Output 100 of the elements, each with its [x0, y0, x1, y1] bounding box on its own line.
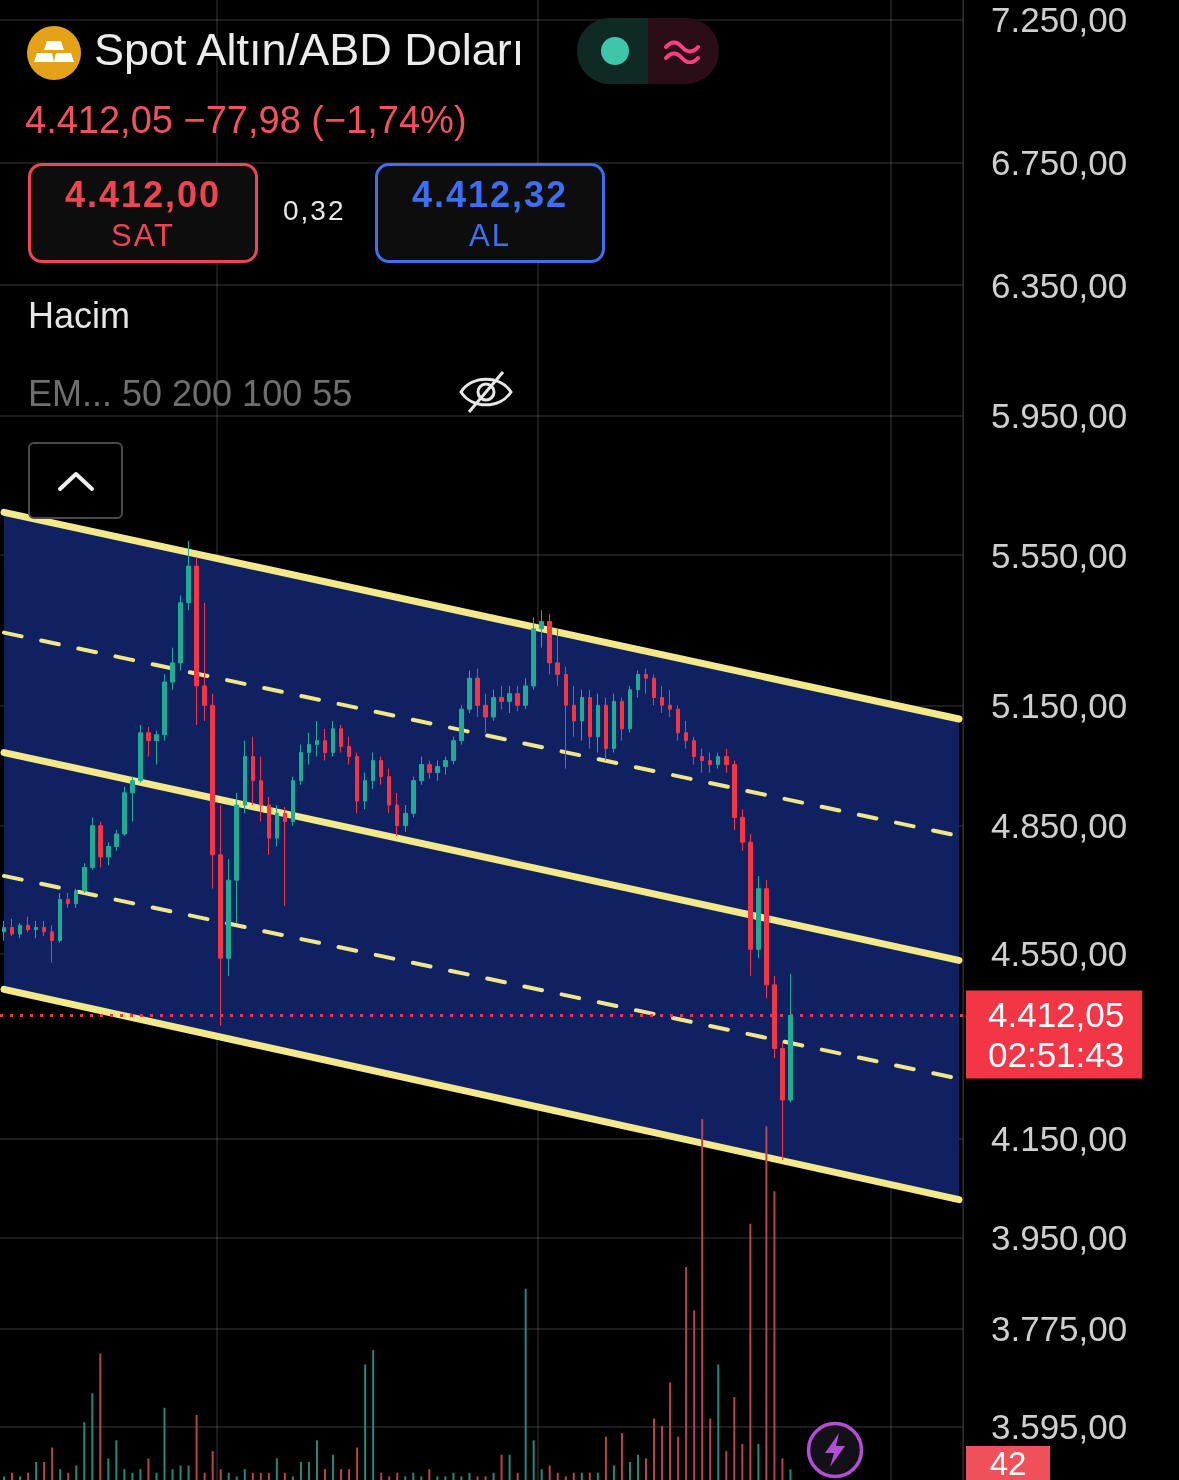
bar [348, 1469, 351, 1480]
bar [283, 1472, 286, 1480]
bar [227, 1472, 230, 1480]
bar [235, 1476, 238, 1480]
bar [484, 1476, 487, 1480]
y-tick-label: 4.550,00 [991, 934, 1128, 974]
bar [701, 1119, 704, 1480]
bar [332, 1454, 335, 1480]
candlestick [251, 736, 255, 806]
candlestick [676, 704, 680, 742]
candlestick [764, 879, 769, 999]
bar [75, 1465, 78, 1480]
bar [299, 1461, 302, 1480]
candlestick [178, 594, 183, 672]
bar [564, 1476, 567, 1480]
candlestick [339, 724, 343, 754]
y-tick-label: 5.950,00 [991, 396, 1128, 436]
candlestick [644, 668, 648, 695]
y-tick-label: 6.350,00 [991, 265, 1128, 305]
candlestick [523, 677, 528, 710]
annotation: 4.412,00 [63, 174, 223, 216]
candlestick [756, 875, 761, 959]
bar [372, 1350, 375, 1480]
candlestick [58, 892, 62, 944]
bar [412, 1472, 415, 1480]
bar [636, 1454, 639, 1480]
y-tick-label: 6.750,00 [991, 143, 1128, 183]
bar [195, 1415, 198, 1480]
candlestick [226, 858, 231, 977]
bar [267, 1472, 270, 1480]
bar [203, 1472, 206, 1480]
bar [725, 1451, 728, 1480]
annotation: SAT [110, 218, 176, 254]
candlestick [74, 888, 78, 909]
bar [620, 1433, 623, 1480]
bar [35, 1461, 38, 1480]
candlestick [596, 693, 600, 754]
bar [428, 1469, 431, 1480]
bar [773, 1191, 776, 1480]
y-tick-label: 3.950,00 [991, 1217, 1128, 1257]
candlestick [660, 685, 664, 714]
bar [404, 1476, 407, 1480]
candlestick [106, 841, 111, 866]
text: 4.412,05 −77,98 (−1,74%) [25, 99, 467, 143]
bar [596, 1472, 599, 1480]
bar [532, 1440, 535, 1480]
candlestick [154, 730, 159, 766]
candlestick [427, 760, 432, 780]
bar [396, 1472, 399, 1480]
bar [765, 1126, 768, 1480]
candlestick [636, 670, 640, 698]
candlestick [788, 973, 793, 1103]
candlestick [267, 796, 271, 856]
candlestick [620, 697, 624, 742]
candlestick [692, 736, 696, 766]
candlestick [732, 760, 737, 831]
bar [43, 1461, 46, 1480]
bar [789, 1469, 792, 1480]
bar [67, 1472, 70, 1480]
candlestick [419, 756, 424, 786]
bar [315, 1440, 318, 1480]
buy-button: 4.412,32 AL [375, 163, 605, 263]
candlestick [684, 720, 688, 750]
bar [661, 1425, 664, 1480]
candlestick [652, 673, 656, 706]
candlestick [387, 768, 391, 814]
bar [685, 1267, 688, 1480]
candlestick [580, 689, 584, 742]
candlestick [724, 748, 729, 774]
y-tick-label: 5.550,00 [991, 535, 1128, 575]
candlestick [331, 720, 335, 758]
bar [388, 1476, 391, 1480]
candlestick [379, 756, 383, 786]
bar [259, 1472, 262, 1480]
bar [251, 1472, 254, 1480]
bar [59, 1469, 62, 1480]
bar [155, 1472, 158, 1480]
bar [749, 1223, 752, 1480]
bar [508, 1454, 511, 1480]
bar [500, 1454, 503, 1480]
candlestick [531, 617, 536, 691]
candlestick [122, 786, 127, 837]
bar [187, 1465, 190, 1480]
candlestick [780, 1041, 785, 1161]
candlestick [491, 689, 496, 722]
bar [709, 1418, 712, 1480]
annotation: 0,32 [283, 195, 346, 228]
candlestick [283, 806, 287, 907]
text: Spot Altın/ABD Doları [94, 24, 525, 76]
bar [524, 1288, 527, 1480]
candlestick [315, 720, 319, 758]
bar [115, 1440, 118, 1480]
ref-line-label: 4.412,05 02:51:43 [988, 995, 1125, 1074]
candlestick [748, 833, 753, 977]
bar [717, 1364, 720, 1480]
candlestick [475, 668, 480, 718]
candlestick [588, 689, 592, 750]
bar [179, 1465, 182, 1480]
candlestick [42, 920, 46, 937]
bar [572, 1472, 575, 1480]
